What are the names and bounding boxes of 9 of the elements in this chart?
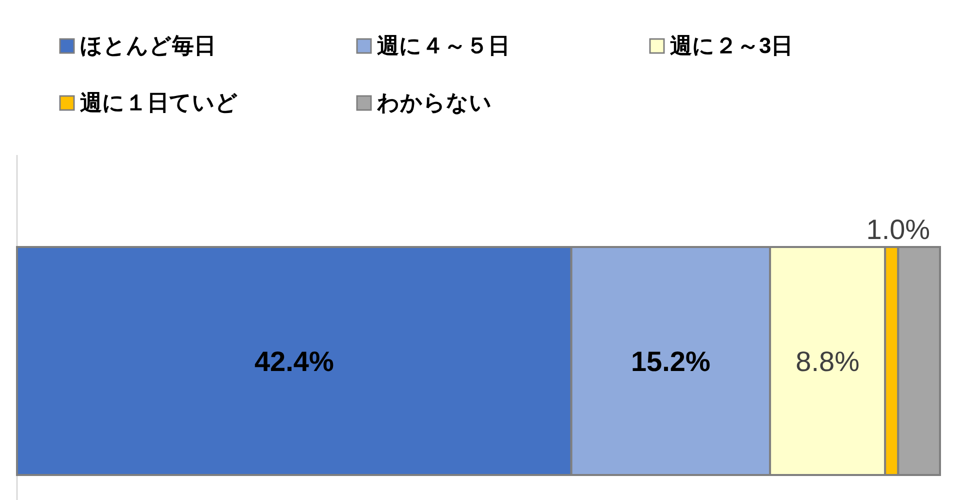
legend-item: 週に２～3日	[649, 33, 794, 58]
legend-item: わからない	[356, 90, 492, 115]
legend-item: 週に４～５日	[356, 33, 510, 58]
data-label: 42.4%	[254, 346, 334, 377]
data-label: 8.8%	[796, 346, 860, 377]
legend-item: ほとんど毎日	[59, 33, 216, 58]
data-label: 15.2%	[630, 346, 710, 377]
legend-item: 週に１日ていど	[59, 90, 238, 115]
data-label: 1.0%	[866, 214, 930, 245]
